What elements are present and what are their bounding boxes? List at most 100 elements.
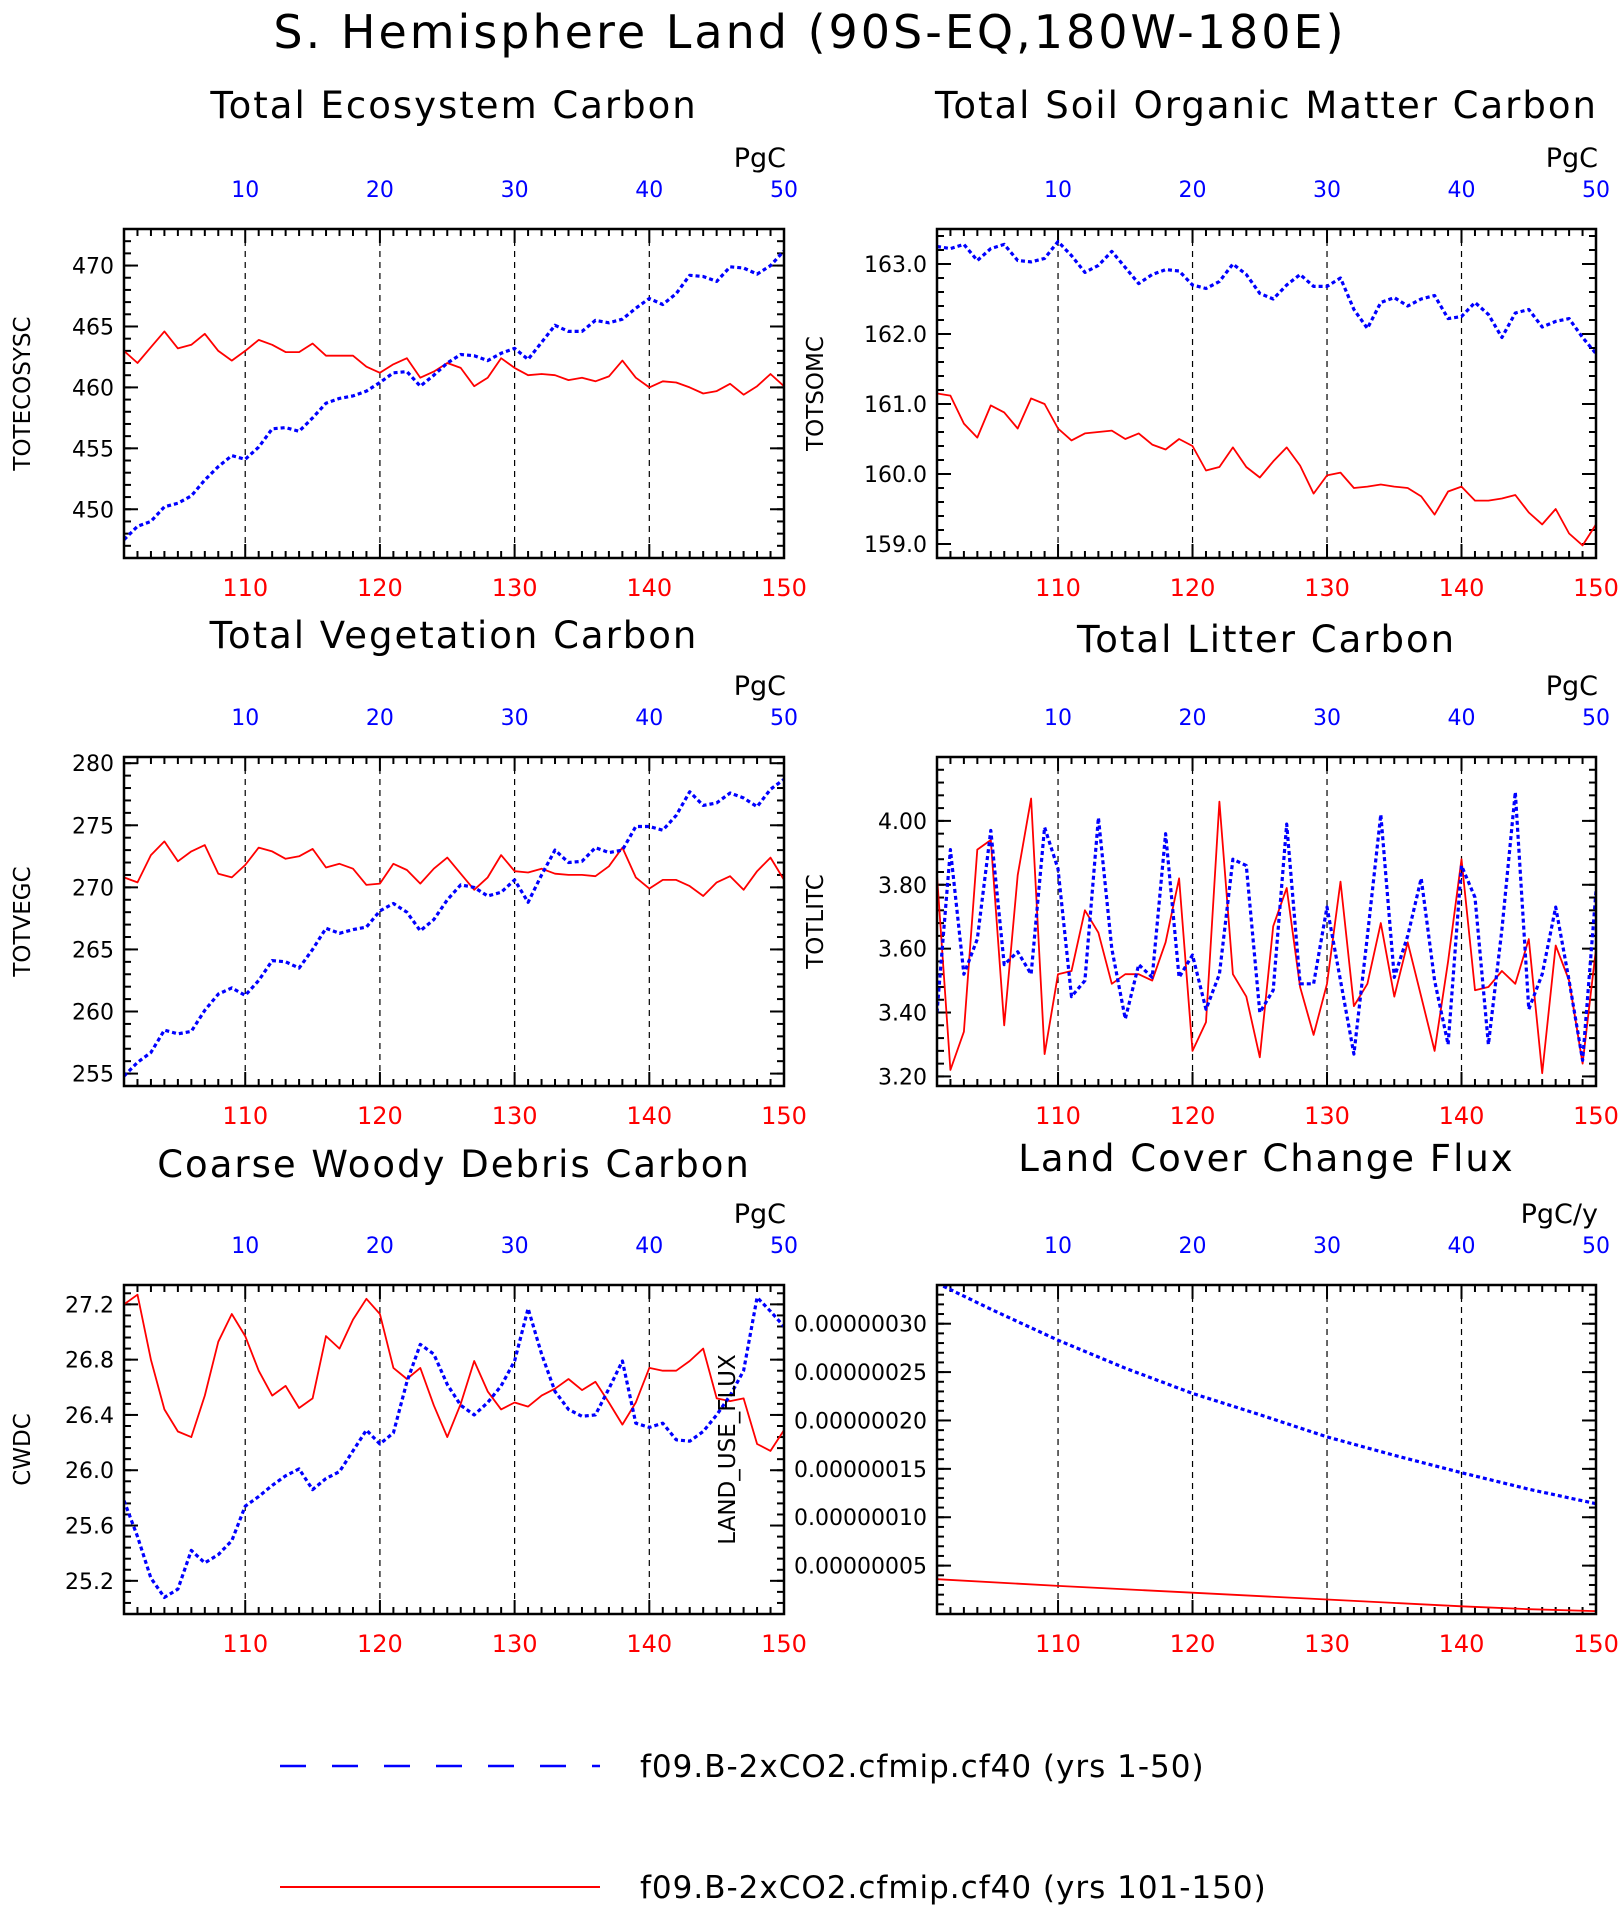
plot-frame [935, 227, 1598, 560]
x-top-tick-label: 10 [1044, 706, 1072, 731]
x-top-tick-label: 20 [1179, 706, 1207, 731]
x-top-tick-label: 20 [366, 178, 394, 203]
panel-title: Total Litter Carbon [1076, 618, 1456, 661]
y-tick-label: 270 [72, 876, 114, 901]
y-tick-label: 161.0 [864, 393, 927, 418]
x-bottom-tick-label: 150 [1573, 1630, 1619, 1658]
y-axis-label: TOTSOMC [803, 336, 829, 452]
y-tick-label: 4.00 [878, 810, 927, 835]
legend-item: f09.B-2xCO2.cfmip.cf40 (yrs 101-150) [280, 1870, 1266, 1906]
x-top-tick-label: 50 [770, 706, 798, 731]
y-tick-label: 27.2 [65, 1293, 114, 1318]
y-tick-label: 0.00000010 [794, 1506, 927, 1531]
chart-panel-2: Total Soil Organic Matter Carbon PgC TOTSO… [803, 84, 1619, 602]
chart-panel-1: Total Ecosystem Carbon PgC TOTECOSYSC 450 45… [10, 84, 807, 602]
x-bottom-tick-label: 110 [222, 1630, 268, 1658]
x-top-tick-label: 50 [1582, 706, 1610, 731]
legend-item: f09.B-2xCO2.cfmip.cf40 (yrs 1-50) [280, 1749, 1205, 1785]
y-tick-label: 160.0 [864, 463, 927, 488]
x-top-tick-label: 40 [1448, 178, 1476, 203]
x-bottom-tick-label: 140 [626, 1630, 672, 1658]
y-tick-label: 159.0 [864, 533, 927, 558]
unit-label: PgC [734, 143, 786, 174]
y-tick-label: 275 [72, 814, 114, 839]
unit-label: PgC [734, 1199, 786, 1230]
x-top-tick-label: 40 [1448, 706, 1476, 731]
x-bottom-tick-label: 140 [1439, 1630, 1485, 1658]
y-tick-label: 280 [72, 752, 114, 777]
y-tick-label: 255 [72, 1063, 114, 1088]
x-bottom-tick-label: 140 [626, 574, 672, 602]
x-top-tick-label: 20 [1179, 178, 1207, 203]
x-top-tick-label: 50 [1582, 1234, 1610, 1259]
x-bottom-tick-label: 110 [1035, 1102, 1081, 1130]
x-top-tick-label: 40 [1448, 1234, 1476, 1259]
x-top-tick-label: 40 [635, 1234, 663, 1259]
plot-frame [122, 1283, 786, 1616]
y-axis-label: TOTLITC [803, 874, 829, 970]
y-axis-label: CWDC [10, 1413, 36, 1486]
x-bottom-tick-label: 120 [1170, 574, 1216, 602]
x-bottom-tick-label: 140 [1439, 574, 1485, 602]
plot-frame [935, 1283, 1598, 1616]
x-top-tick-label: 40 [635, 706, 663, 731]
series-line-yrs-1-50 [124, 249, 784, 541]
x-top-tick-label: 30 [501, 706, 529, 731]
x-bottom-tick-label: 120 [357, 1102, 403, 1130]
x-bottom-tick-label: 150 [761, 1630, 807, 1658]
x-top-tick-label: 10 [231, 1234, 259, 1259]
x-top-tick-label: 30 [1313, 1234, 1341, 1259]
y-tick-label: 0.00000025 [794, 1361, 927, 1386]
series-line-yrs-101-150 [124, 840, 784, 897]
x-top-tick-label: 30 [501, 1234, 529, 1259]
series-line-yrs-101-150 [937, 1578, 1596, 1612]
x-top-tick-label: 20 [366, 706, 394, 731]
x-bottom-tick-label: 150 [1573, 574, 1619, 602]
x-bottom-tick-label: 120 [357, 574, 403, 602]
unit-label: PgC/y [1521, 1199, 1598, 1230]
x-bottom-tick-label: 110 [222, 1102, 268, 1130]
y-tick-label: 25.2 [65, 1570, 114, 1595]
x-bottom-tick-label: 130 [492, 1630, 538, 1658]
series-line-yrs-1-50 [124, 1295, 784, 1600]
y-tick-label: 3.20 [878, 1065, 927, 1090]
x-bottom-tick-label: 120 [1170, 1630, 1216, 1658]
x-bottom-tick-label: 150 [761, 574, 807, 602]
plot-frame [122, 755, 786, 1088]
x-bottom-tick-label: 130 [1304, 1102, 1350, 1130]
series-line-yrs-1-50 [937, 790, 1596, 1063]
x-bottom-tick-label: 130 [492, 574, 538, 602]
x-bottom-tick-label: 140 [626, 1102, 672, 1130]
x-top-tick-label: 10 [1044, 178, 1072, 203]
x-bottom-tick-label: 120 [357, 1630, 403, 1658]
x-top-tick-label: 20 [1179, 1234, 1207, 1259]
legend: f09.B-2xCO2.cfmip.cf40 (yrs 1-50) f09.B-2… [280, 1749, 1266, 1906]
panel-title: Total Vegetation Carbon [209, 614, 699, 657]
main-title: S. Hemisphere Land (90S-EQ,180W-180E) [273, 5, 1346, 59]
x-top-tick-label: 50 [770, 178, 798, 203]
series-line-yrs-101-150 [937, 392, 1596, 547]
x-top-tick-label: 30 [1313, 706, 1341, 731]
x-top-tick-label: 30 [1313, 178, 1341, 203]
x-top-tick-label: 40 [635, 178, 663, 203]
x-bottom-tick-label: 110 [222, 574, 268, 602]
y-tick-label: 450 [72, 498, 114, 523]
x-top-tick-label: 20 [366, 1234, 394, 1259]
y-tick-label: 0.00000020 [794, 1409, 927, 1434]
y-tick-label: 3.80 [878, 874, 927, 899]
x-top-tick-label: 50 [770, 1234, 798, 1259]
y-tick-label: 0.00000015 [794, 1458, 927, 1483]
panel-title: Coarse Woody Debris Carbon [157, 1143, 751, 1186]
series-line-yrs-1-50 [937, 240, 1596, 355]
panel-title: Total Ecosystem Carbon [209, 84, 697, 127]
series-line-yrs-101-150 [937, 797, 1596, 1075]
x-top-tick-label: 10 [231, 178, 259, 203]
legend-label: f09.B-2xCO2.cfmip.cf40 (yrs 1-50) [640, 1749, 1205, 1785]
x-bottom-tick-label: 110 [1035, 1630, 1081, 1658]
y-tick-label: 260 [72, 1001, 114, 1026]
y-tick-label: 26.8 [65, 1349, 114, 1374]
x-bottom-tick-label: 130 [1304, 574, 1350, 602]
series-line-yrs-101-150 [124, 330, 784, 396]
